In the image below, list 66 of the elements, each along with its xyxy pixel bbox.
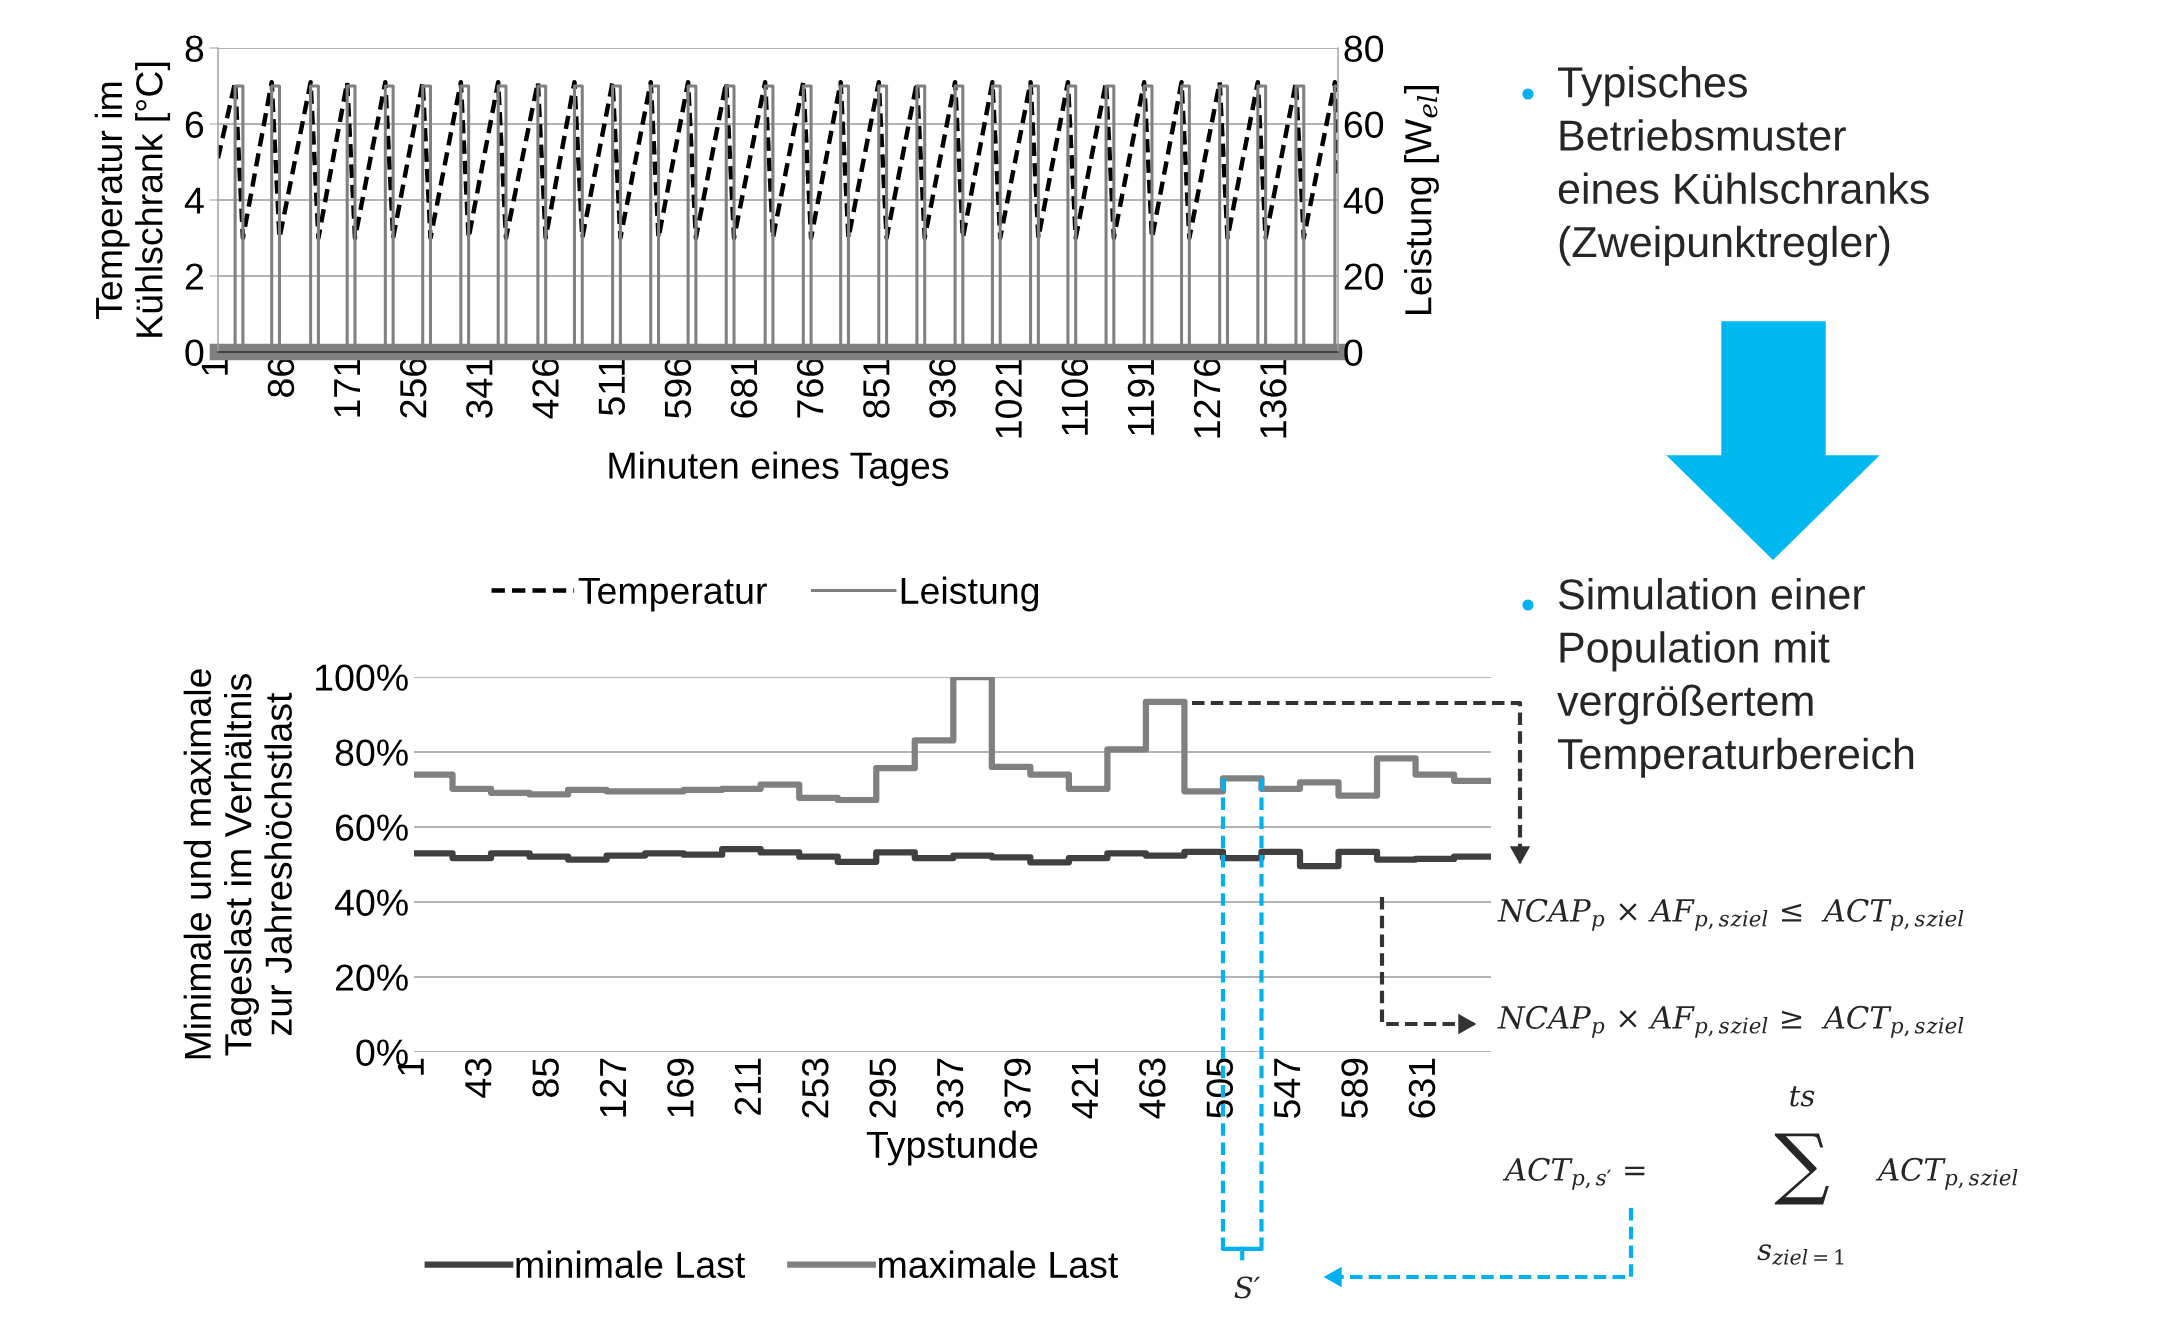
- x-tick-label: 1361: [1260, 358, 1287, 438]
- text: ∑: [1774, 1133, 1829, 1205]
- y-tick-label: 0: [185, 339, 204, 366]
- text: NCAP$_{p}$ × AF$_{p,sziel}$ ≥ ACT$_{p,sziel}$: [1497, 1005, 1964, 1038]
- x-tick-label: 341: [466, 358, 493, 418]
- text: ACT$_{p,s′}$ =: [1502, 1157, 1645, 1190]
- y2-axis-title: Leistung [W$_{el}$]: [1404, 86, 1439, 314]
- y-tick-label: 8: [185, 35, 204, 62]
- y-axis-title: Minimale und maximale Tageslast im Verhältnis zur Jahreshöchstlast: [183, 669, 292, 1059]
- text: ts: [1790, 1086, 1815, 1107]
- y-tick-label: 2: [185, 263, 203, 290]
- y-tick-label: 20%: [335, 964, 408, 991]
- y-tick-label: 100%: [316, 664, 408, 691]
- x-tick-label: 936: [929, 358, 956, 418]
- y-tick-label: 80%: [335, 739, 408, 766]
- y2-tick-label: 60: [1344, 111, 1384, 138]
- y2-tick-label: 0: [1344, 339, 1363, 366]
- y2-tick-label: 80: [1344, 35, 1384, 62]
- y-tick-label: 6: [185, 111, 204, 138]
- text: ACT$_{p,sziel}$: [1875, 1157, 2018, 1190]
- x-tick-label: 1276: [1193, 358, 1221, 438]
- x-tick-label: 171: [334, 358, 361, 417]
- x-tick-label: 426: [532, 358, 559, 419]
- y2-tick-label: 40: [1343, 187, 1384, 214]
- x-tick-label: 851: [863, 358, 890, 418]
- y2-tick-label: 20: [1344, 263, 1384, 290]
- y-tick-label: 60%: [335, 814, 408, 841]
- x-tick-label: 211: [734, 1058, 761, 1115]
- x-tick-label: 547: [1274, 1058, 1301, 1118]
- x-tick-label: 505: [1206, 1058, 1234, 1118]
- x-tick-label: 766: [796, 358, 824, 418]
- x-tick-label: 631: [1408, 1058, 1436, 1118]
- text: s$_{ziel=1}$: [1757, 1244, 1844, 1265]
- x-tick-label: 421: [1071, 1058, 1098, 1119]
- x-tick-label: 1021: [995, 358, 1022, 438]
- x-tick-label: 463: [1139, 1058, 1166, 1119]
- x-axis-title: Typstunde: [866, 1130, 1038, 1166]
- x-tick-label: 1191: [1127, 358, 1155, 435]
- text: S′: [1234, 1276, 1261, 1299]
- x-tick-label: 253: [801, 1058, 829, 1118]
- y-tick-label: 4: [184, 187, 204, 214]
- x-tick-label: 1106: [1061, 358, 1089, 435]
- x-tick-label: 295: [869, 1058, 896, 1118]
- x-tick-label: 43: [464, 1058, 492, 1098]
- x-tick-label: 256: [399, 358, 427, 418]
- legend-label: Leistung: [901, 576, 1039, 612]
- legend-label: minimale Last: [516, 1250, 746, 1279]
- x-axis-title: Minuten eines Tages: [609, 451, 949, 487]
- y-tick-label: 40%: [334, 889, 408, 916]
- x-tick-label: 86: [267, 358, 295, 397]
- x-tick-label: 127: [599, 1058, 626, 1117]
- line-series: [218, 79, 1338, 241]
- x-tick-label: 596: [664, 358, 692, 418]
- x-tick-label: 681: [730, 358, 758, 418]
- text: NCAP$_{p}$ × AF$_{p,sziel}$ ≤ ACT$_{p,sziel}$: [1497, 898, 1964, 931]
- text: Typisches Betriebsmuster eines Kühlschranks (Zweipunktregler): [1557, 66, 1929, 266]
- y-axis-title: Temperatur im Kühlschrank [°C]: [94, 62, 171, 337]
- x-tick-label: 85: [532, 1058, 559, 1097]
- legend-label: maximale Last: [879, 1250, 1119, 1279]
- x-tick-label: 169: [667, 1058, 694, 1117]
- legend-label: Temperatur: [578, 577, 767, 612]
- x-tick-label: 379: [1004, 1058, 1031, 1118]
- x-tick-label: 337: [936, 1058, 964, 1118]
- text: Simulation einer Population mit vergrößertem Temperaturbereich: [1557, 578, 1914, 778]
- x-tick-label: 589: [1341, 1058, 1368, 1118]
- x-tick-label: 511: [598, 358, 626, 416]
